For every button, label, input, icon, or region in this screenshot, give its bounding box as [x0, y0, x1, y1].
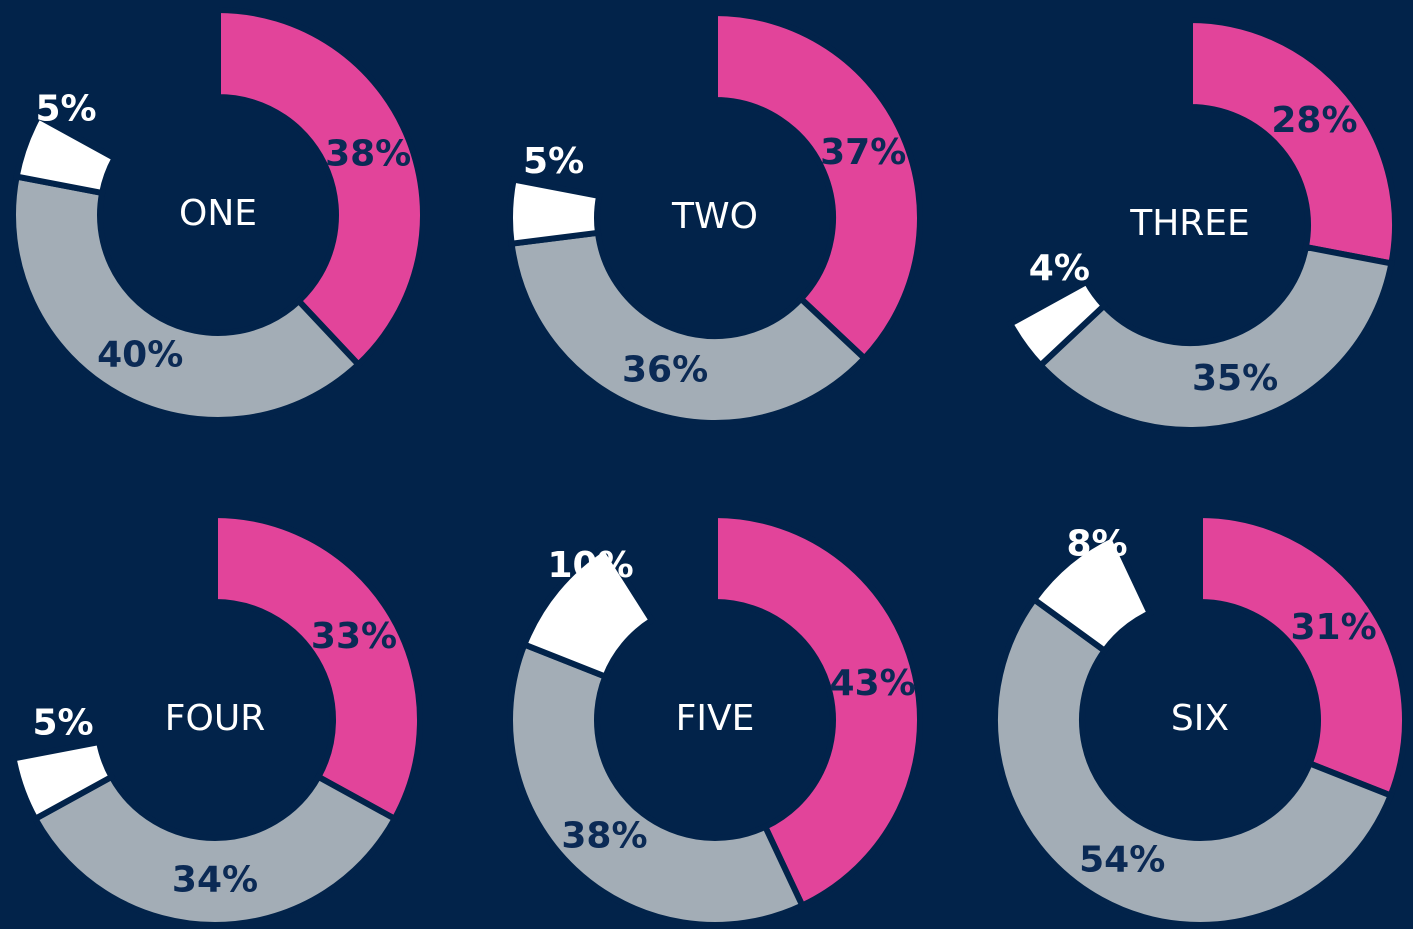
data-label: 5%	[523, 141, 584, 182]
data-label: 37%	[820, 132, 906, 173]
donut-segment	[520, 542, 656, 681]
data-label: 38%	[325, 134, 411, 175]
data-label: 35%	[1192, 358, 1278, 399]
data-label: 54%	[1079, 840, 1165, 881]
donut-segment	[1029, 530, 1154, 655]
donut-segment	[10, 738, 116, 823]
donut-segment	[507, 640, 807, 928]
donut-title: SIX	[1171, 698, 1229, 739]
donut-title: THREE	[1129, 203, 1250, 244]
donut-segment	[212, 511, 423, 823]
donut-title: FIVE	[676, 698, 755, 739]
data-label: 28%	[1271, 100, 1357, 141]
data-label: 40%	[97, 335, 183, 376]
data-label: 38%	[561, 816, 647, 857]
data-label: 4%	[1029, 248, 1090, 289]
data-label: 36%	[622, 350, 708, 391]
donut-segment	[10, 173, 363, 423]
donut-segment	[31, 772, 399, 928]
donut-segment	[991, 595, 1395, 928]
donut-title: TWO	[671, 196, 758, 237]
data-label: 43%	[830, 663, 916, 704]
data-label: 5%	[32, 703, 93, 744]
data-label: 5%	[35, 88, 96, 129]
donut-segment	[1187, 16, 1398, 267]
donut-title: FOUR	[165, 698, 265, 739]
data-label: 8%	[1066, 524, 1127, 565]
donut-segment	[1006, 277, 1109, 370]
donut-segment	[1036, 243, 1395, 433]
donut-title: ONE	[179, 193, 257, 234]
donut-segment	[215, 6, 426, 369]
data-label: 31%	[1290, 607, 1376, 648]
donut-segment	[1197, 511, 1408, 800]
donut-segment	[13, 112, 119, 197]
data-label: 10%	[547, 545, 633, 586]
donut-segment	[507, 176, 603, 248]
donut-segment	[508, 229, 869, 426]
data-label: 33%	[311, 616, 397, 657]
data-label: 34%	[172, 860, 258, 901]
donut-segment	[712, 511, 923, 910]
donut-segment	[712, 9, 923, 363]
